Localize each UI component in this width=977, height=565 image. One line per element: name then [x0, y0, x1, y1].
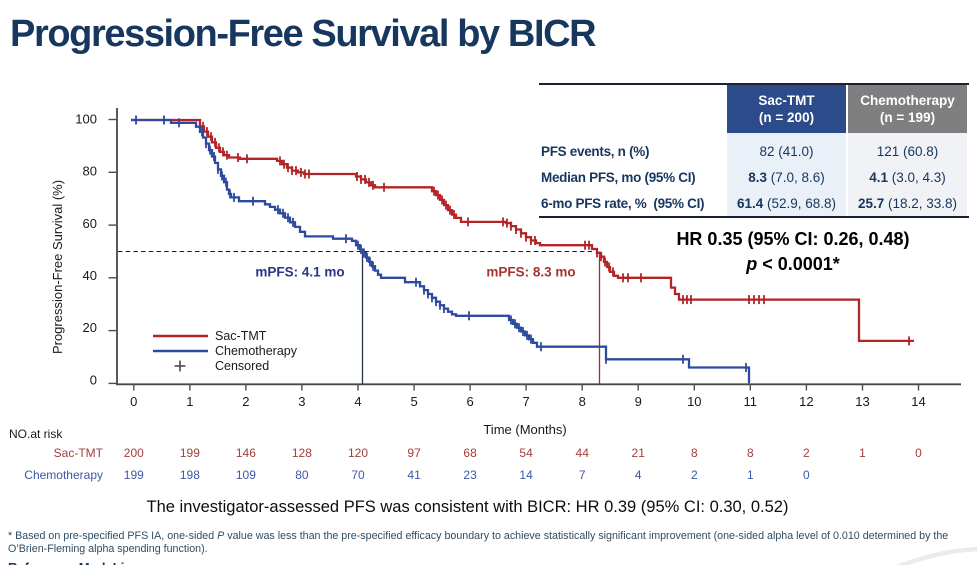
svg-text:120: 120: [348, 446, 368, 460]
svg-text:0: 0: [915, 446, 922, 460]
svg-text:199: 199: [180, 446, 200, 460]
svg-text:41: 41: [407, 468, 421, 482]
svg-text:128: 128: [292, 446, 312, 460]
svg-text:68: 68: [463, 446, 477, 460]
svg-text:44: 44: [576, 446, 590, 460]
svg-text:1: 1: [747, 468, 754, 482]
svg-text:14: 14: [519, 468, 533, 482]
svg-text:7: 7: [579, 468, 586, 482]
svg-text:8: 8: [747, 446, 754, 460]
svg-text:109: 109: [236, 468, 256, 482]
svg-text:8: 8: [579, 394, 586, 409]
svg-text:7: 7: [522, 394, 529, 409]
svg-text:4: 4: [354, 394, 361, 409]
svg-text:1: 1: [859, 446, 866, 460]
svg-text:100: 100: [75, 111, 97, 126]
svg-text:0: 0: [130, 394, 137, 409]
svg-text:13: 13: [855, 394, 869, 409]
svg-text:Time (Months): Time (Months): [483, 422, 566, 437]
svg-text:198: 198: [180, 468, 200, 482]
svg-text:Chemotherapy: Chemotherapy: [215, 344, 298, 358]
svg-text:Sac-TMT: Sac-TMT: [54, 446, 104, 460]
svg-text:4: 4: [635, 468, 642, 482]
svg-text:80: 80: [295, 468, 309, 482]
svg-text:146: 146: [236, 446, 256, 460]
svg-text:54: 54: [519, 446, 533, 460]
svg-text:70: 70: [351, 468, 365, 482]
svg-text:200: 200: [124, 446, 144, 460]
svg-text:11: 11: [744, 394, 758, 409]
svg-text:10: 10: [687, 394, 701, 409]
svg-text:Progression-Free Survival (%): Progression-Free Survival (%): [50, 180, 65, 354]
svg-text:40: 40: [83, 268, 97, 283]
svg-text:mPFS: 4.1 mo: mPFS: 4.1 mo: [255, 265, 344, 280]
svg-text:12: 12: [799, 394, 813, 409]
svg-text:9: 9: [635, 394, 642, 409]
svg-text:60: 60: [83, 216, 97, 231]
svg-text:0: 0: [90, 372, 97, 387]
svg-text:8: 8: [691, 446, 698, 460]
svg-text:NO.at risk: NO.at risk: [9, 427, 63, 441]
svg-text:Chemotherapy: Chemotherapy: [24, 468, 103, 482]
svg-text:2: 2: [242, 394, 249, 409]
svg-text:2: 2: [803, 446, 810, 460]
svg-text:97: 97: [407, 446, 421, 460]
svg-text:5: 5: [410, 394, 417, 409]
svg-text:23: 23: [463, 468, 477, 482]
svg-text:20: 20: [83, 320, 97, 335]
svg-text:Censored: Censored: [215, 359, 269, 373]
svg-text:21: 21: [632, 446, 646, 460]
svg-text:0: 0: [803, 468, 810, 482]
svg-text:mPFS: 8.3 mo: mPFS: 8.3 mo: [486, 265, 575, 280]
svg-text:3: 3: [298, 394, 305, 409]
svg-text:80: 80: [83, 164, 97, 179]
svg-text:6: 6: [466, 394, 473, 409]
svg-text:1: 1: [186, 394, 193, 409]
svg-text:14: 14: [911, 394, 925, 409]
svg-text:199: 199: [124, 468, 144, 482]
svg-text:2: 2: [691, 468, 698, 482]
svg-text:Sac-TMT: Sac-TMT: [215, 329, 267, 343]
